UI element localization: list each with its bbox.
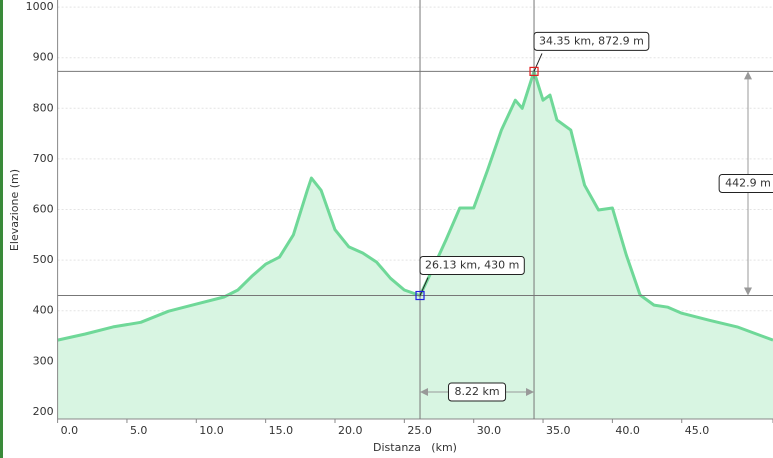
height-difference-label-box: [718, 173, 773, 193]
y-tick-label: 200: [33, 405, 54, 418]
x-tick-label: 30.0: [477, 424, 502, 437]
x-tick-label: 25.0: [407, 424, 432, 437]
marker-label: 34.35 km, 872.9 m: [539, 34, 644, 47]
marker-label: 26.13 km, 430 m: [425, 259, 519, 272]
y-tick-label: 800: [33, 101, 54, 114]
x-tick-label: 5.0: [130, 424, 148, 437]
y-tick-label: 300: [33, 354, 54, 367]
x-tick-label: 0.0: [61, 424, 79, 437]
y-tick-label: 1000: [26, 0, 54, 13]
x-tick-label: 15.0: [269, 424, 294, 437]
x-tick-label: 40.0: [615, 424, 640, 437]
distance-difference-label-box: [447, 382, 507, 402]
y-tick-label: 500: [33, 253, 54, 266]
x-tick-label: 45.0: [685, 424, 710, 437]
marker: [415, 290, 425, 301]
left-strip: [0, 0, 3, 458]
marker-label-box: [419, 256, 525, 276]
x-axis-title: Distanza (km): [373, 441, 457, 454]
distance-difference-label: 8.22 km: [454, 385, 499, 398]
y-tick-label: 400: [33, 304, 54, 317]
x-tick-label: 10.0: [199, 424, 224, 437]
height-difference-label: 442.9 m: [725, 176, 771, 189]
marker-label-box: [533, 31, 650, 51]
x-tick-label: 20.0: [338, 424, 363, 437]
y-axis-title: Elevazione (m): [8, 169, 21, 251]
line: [57, 69, 773, 342]
marker-leader: [419, 277, 429, 296]
area: [57, 71, 773, 419]
y-tick-label: 600: [33, 203, 54, 216]
y-tick-label: 700: [33, 152, 54, 165]
x-tick-label: 35.0: [546, 424, 571, 437]
y-tick-label: 900: [33, 51, 54, 64]
marker: [529, 66, 539, 77]
marker-leader: [533, 53, 543, 72]
